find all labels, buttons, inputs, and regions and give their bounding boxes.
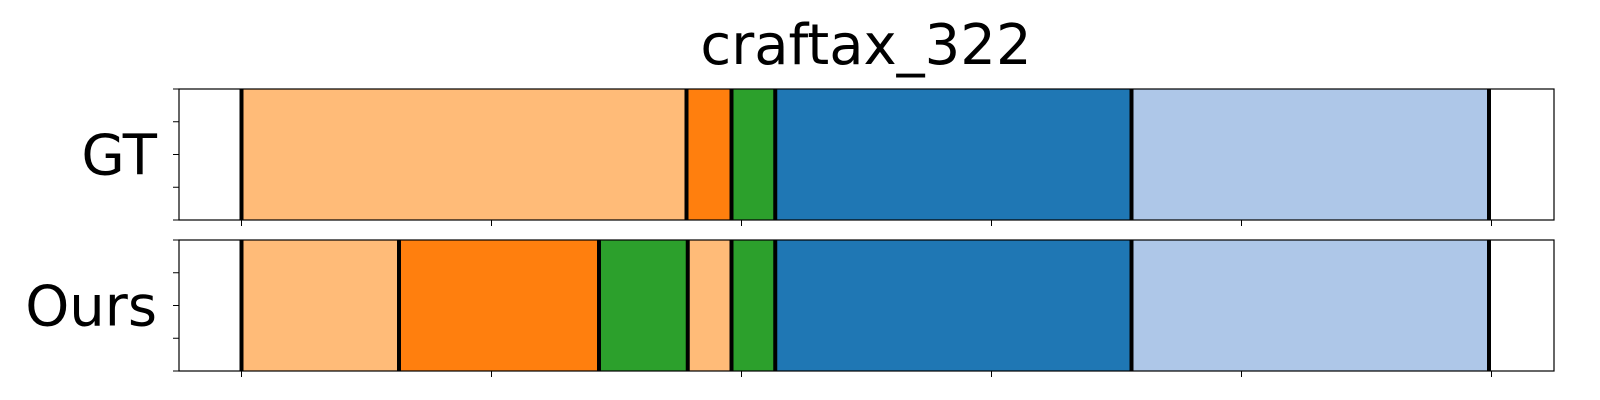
row-gt: GT — [81, 88, 1555, 226]
segment-6 — [775, 240, 1132, 371]
segment-5 — [1131, 89, 1489, 220]
segment-7 — [1131, 240, 1489, 371]
rows-group: GT Ours — [25, 88, 1555, 377]
segment-5 — [731, 240, 776, 371]
segment-4 — [687, 240, 732, 371]
segment-3 — [599, 240, 688, 371]
segment-1 — [241, 240, 399, 371]
segment-2 — [399, 240, 599, 371]
segment-1 — [241, 89, 687, 220]
segment-4 — [775, 89, 1132, 220]
row-label-ours: Ours — [25, 275, 157, 340]
chart-title: craftax_322 — [700, 13, 1031, 78]
row-ours: Ours — [25, 239, 1555, 377]
segment-3 — [731, 89, 776, 220]
row-label-gt: GT — [81, 124, 157, 189]
segment-2 — [686, 89, 732, 220]
